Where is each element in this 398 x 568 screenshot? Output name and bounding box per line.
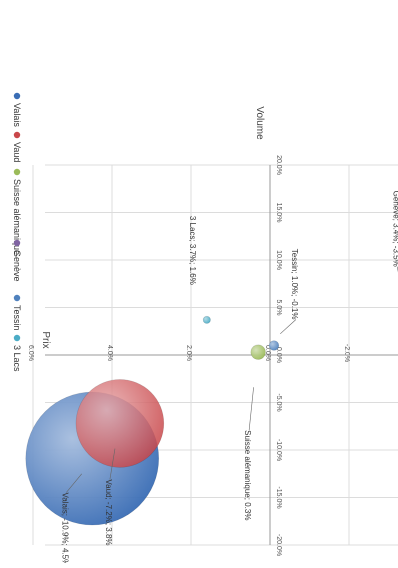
x-tick-label: 10.0% (275, 250, 282, 270)
x-axis-title: Volume (254, 106, 265, 140)
legend-marker-geneve (13, 239, 21, 247)
legend-label-valais: Valais (12, 103, 22, 127)
bubble-3-lacs (202, 315, 211, 324)
legend-label-tessin: Tessin (12, 305, 22, 331)
y-tick-label: 0.0% (264, 345, 271, 361)
legend-label-3-lacs: 3 Lacs (12, 345, 22, 372)
data-label-vaud: Vaud; -7.2%; 3.8% (104, 479, 113, 545)
x-tick-label: 5.0% (275, 300, 282, 316)
bubble-suisse-alemanique (250, 344, 266, 360)
bubble-tessin (268, 340, 280, 351)
legend-marker-suisse-alemanique (13, 168, 21, 176)
x-tick-label: -15.0% (275, 486, 282, 508)
leader-line-vaud (109, 448, 116, 480)
legend-label-geneve: Genève (12, 250, 22, 282)
axis-layer: -20.0% -15.0% -10.0% -5.0% 0.0% 5.0% 10.0% 15.0… (27, 106, 398, 556)
bubble-vaud (75, 379, 165, 468)
x-tick-label: -5.0% (275, 393, 282, 411)
legend-marker-valais (13, 92, 21, 100)
y-tick-label: -2.0% (343, 344, 350, 362)
leader-line-suisse-alemanique (248, 387, 254, 431)
legend-marker-vaud (13, 131, 21, 139)
data-label-suisse-alemanique: Suisse alémanique; 0.3% (243, 430, 252, 520)
x-tick-label: -20.0% (275, 534, 282, 556)
y-axis-title: Prix (40, 331, 51, 348)
y-tick-label: 6.0% (27, 345, 34, 361)
label-layer: Valais; -10.9%; 4.5% Vaud; -7.2%; 3.8% Sui… (60, 191, 398, 566)
legend-marker-3-lacs (13, 334, 21, 342)
x-tick-label: 15.0% (275, 203, 282, 223)
data-label-3-lacs: 3 Lacs; 3.7%; 1.6% (188, 216, 197, 285)
x-tick-label: 20.0% (275, 155, 282, 175)
y-tick-label: 4.0% (106, 345, 113, 361)
legend-label-vaud: Vaud (12, 142, 22, 162)
legend-marker-tessin (13, 294, 21, 302)
leader-line-tessin (280, 319, 297, 335)
data-label-geneve: Genève; 3.4%; -3.5% (391, 191, 398, 267)
bubble-layer (25, 315, 280, 526)
data-label-tessin: Tessin; 1.0%; -0.1% (290, 249, 299, 320)
y-tick-label: 2.0% (185, 345, 192, 361)
data-label-valais: Valais; -10.9%; 4.5% (60, 493, 69, 563)
legend-label-suisse-alemanique: Suisse alémanique (12, 179, 22, 255)
x-tick-label: -10.0% (275, 439, 282, 461)
leader-line-valais (66, 473, 82, 493)
